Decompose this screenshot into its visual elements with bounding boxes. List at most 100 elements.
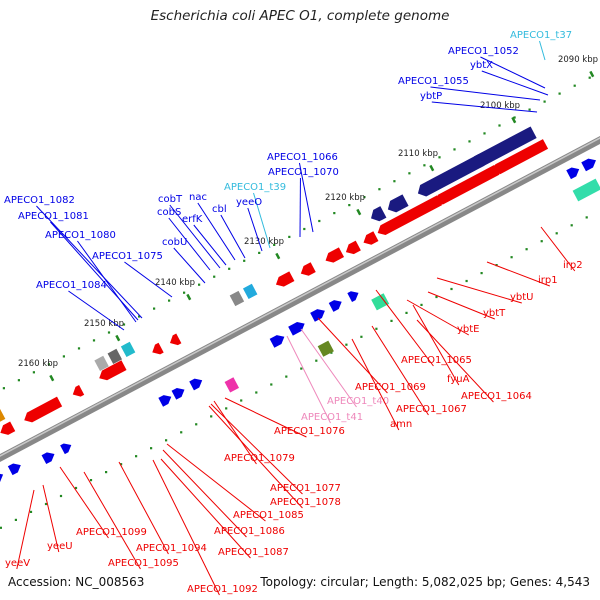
gene-label: cbl [212,204,227,215]
gene-label: ybtE [457,324,480,335]
misc-feature-block [225,377,239,392]
guide-dot [243,260,245,262]
gene-label: APECO1_1069 [355,382,426,393]
guide-dot [270,383,272,385]
gene-label: APECO1_1082 [4,195,75,206]
guide-dot [78,347,80,349]
gene-label: yeeU [47,541,73,552]
reverse-gene-arrow [167,333,181,347]
gene-label: irp2 [563,260,583,271]
guide-dot [93,339,95,341]
tick-mark [429,165,434,171]
misc-feature-block [230,291,244,306]
gene-leader-line [540,41,546,60]
guide-dot [150,447,152,449]
tick-mark [49,375,54,381]
forward-gene-arrow [329,297,344,311]
gene-label: APECO1_t39 [224,182,286,193]
gene-label: APECO1_1078 [270,497,341,508]
reverse-gene-arrow [273,271,294,289]
gene-label: APECO1_1076 [274,426,345,437]
guide-dot [225,407,227,409]
reverse-gene-arrow [323,247,344,265]
tick-label: 2130 kbp [244,237,284,247]
guide-dot [526,248,528,250]
gene-label: yeeO [236,197,262,208]
guide-dot [589,77,591,79]
guide-dot [586,216,588,218]
guide-dot [438,156,440,158]
forward-gene-arrow [42,450,57,464]
misc-feature-block [121,342,135,357]
guide-dot [450,288,452,290]
misc-feature-block [0,408,5,422]
guide-dot [378,188,380,190]
misc-feature-block [318,341,334,357]
guide-dot [393,180,395,182]
guide-dot [168,300,170,302]
guide-dot [529,109,531,111]
tick-label: 2150 kbp [84,319,124,329]
gene-label: APECO1_1092 [187,584,258,595]
guide-dot [405,312,407,314]
guide-dot [210,415,212,417]
guide-dot [195,423,197,425]
gene-label: APECO1_1079 [224,453,295,464]
guide-dot [228,268,230,270]
gene-leader-line [482,71,548,95]
guide-dot [33,371,35,373]
guide-dot [556,232,558,234]
guide-dot [423,164,425,166]
forward-gene-arrow [566,165,581,179]
gene-label: cobS [157,207,181,218]
accession-text: Accession: NC_008563 [8,575,144,589]
guide-dot [180,431,182,433]
tick-label: 2140 kbp [155,278,195,288]
forward-gene-arrow [270,332,287,347]
guide-dot [315,360,317,362]
guide-dot [360,336,362,338]
forward-gene-arrow [158,392,173,406]
gene-label: nac [189,192,207,203]
gene-label: APECO1_t37 [510,30,572,41]
tick-label: 2110 kbp [398,149,438,159]
gene-label: APECO1_1065 [401,355,472,366]
gene-leader-line [413,305,459,385]
guide-dot [300,368,302,370]
reverse-gene-arrow [70,385,84,399]
reverse-gene-arrow [361,231,379,247]
tick-mark [275,253,280,259]
guide-dot [198,284,200,286]
gene-leader-line [430,87,540,100]
gene-label: ybtX [470,60,493,71]
reverse-gene-arrow [0,421,15,437]
tick-mark [115,335,120,341]
gene-leader-line [221,215,245,258]
gene-leader-line [194,225,226,265]
guide-dot [466,280,468,282]
forward-gene-arrow [347,288,361,302]
tick-mark [356,209,361,215]
guide-dot [571,224,573,226]
guide-dot [498,124,500,126]
guide-dot [15,519,17,521]
forward-gene-arrow [581,156,598,171]
gene-label: APECO1_1099 [76,527,147,538]
gene-label: amn [390,419,412,430]
gene-label: APECO1_1075 [92,251,163,262]
gene-label: APECO1_t40 [327,396,389,407]
forward-gene-arrow [8,461,23,475]
gene-label: APECO1_1085 [233,510,304,521]
misc-feature-block [573,179,600,202]
gene-label: APECO1_1067 [396,404,467,415]
guide-dot [574,85,576,87]
gene-label: ybtP [420,91,442,102]
gene-label: irp1 [538,275,558,286]
guide-dot [285,376,287,378]
guide-dot [390,320,392,322]
guide-dot [255,391,257,393]
guide-dot [288,236,290,238]
gene-leader-line [211,404,302,494]
guide-dot [375,328,377,330]
